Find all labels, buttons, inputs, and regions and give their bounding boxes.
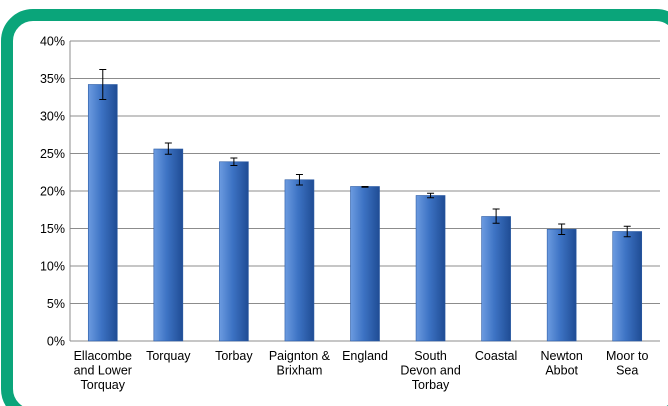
y-tick-label: 40% [40,35,65,49]
y-tick-label: 15% [40,222,65,236]
y-tick-label: 20% [40,185,65,199]
error-bar [164,142,172,155]
error-bar [295,174,303,186]
y-axis-ticks: 0% 5% 10% 15% 20% 25% 30% 35% 40% [40,35,65,349]
bar [350,186,380,342]
x-tick-label: Moor to Sea [606,349,648,378]
x-tick-label: Ellacombe and Lower Torquay [74,349,132,392]
x-axis-labels: Ellacombe and Lower Torquay Torquay Torbay Pa… [74,349,649,392]
bar [153,148,184,342]
y-tick-label: 35% [40,72,65,86]
x-tick-label: England [342,349,388,363]
bar [284,179,315,342]
bar [481,216,511,342]
x-tick-label: Coastal [475,349,517,363]
y-tick-label: 0% [47,335,65,349]
error-bar [427,192,435,199]
x-tick-label: Paignton & Brixham [269,349,331,378]
error-bar [230,157,238,166]
x-tick-label: Newton Abbot [540,349,582,378]
y-tick-label: 5% [47,297,65,311]
error-bar [99,69,107,100]
error-bar [623,225,631,238]
bar [612,231,643,342]
bar [415,195,446,342]
y-tick-label: 25% [40,147,65,161]
x-tick-label: Torbay [215,349,253,363]
bar [219,161,249,342]
error-bar [492,208,500,224]
y-tick-label: 10% [40,260,65,274]
bars [87,84,643,342]
error-bars [99,69,631,238]
x-tick-label: South Devon and Torbay [400,349,461,392]
y-tick-label: 30% [40,110,65,124]
error-bar [558,223,566,235]
bar [546,228,577,342]
bar [87,84,118,342]
x-tick-label: Torquay [146,349,191,363]
error-bar [361,186,369,188]
